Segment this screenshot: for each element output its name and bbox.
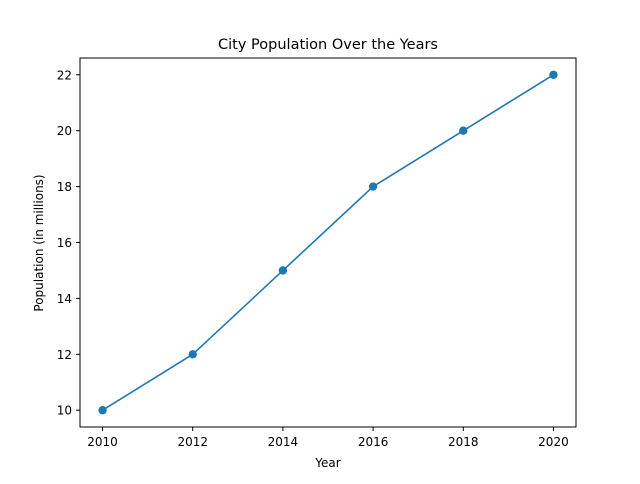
chart-title: City Population Over the Years xyxy=(218,37,438,53)
data-point xyxy=(368,182,378,191)
x-tick-label: 2016 xyxy=(358,435,389,449)
y-tick-label: 22 xyxy=(57,68,72,82)
x-tick-label: 2020 xyxy=(538,435,569,449)
y-tick-label: 10 xyxy=(57,404,72,418)
y-tick-label: 14 xyxy=(57,292,72,306)
y-tick-label: 12 xyxy=(57,348,72,362)
x-tick-label: 2018 xyxy=(448,435,479,449)
data-point xyxy=(549,70,558,79)
data-point xyxy=(278,266,288,275)
y-tick-label: 16 xyxy=(57,236,72,250)
data-point xyxy=(459,126,468,135)
y-tick-label: 20 xyxy=(57,124,72,138)
series-line xyxy=(101,73,555,412)
x-tick-label: 2014 xyxy=(268,435,299,449)
data-point xyxy=(98,406,107,415)
x-tick-label: 2010 xyxy=(87,435,118,449)
x-axis-label: Year xyxy=(314,456,340,470)
y-tick-label: 18 xyxy=(57,180,72,194)
x-tick-label: 2012 xyxy=(177,435,208,449)
data-point xyxy=(188,350,197,359)
y-axis-label: Population (in millions) xyxy=(32,174,46,311)
plot-area: 2010 2012 2014 2016 2018 2020 10 12 14 16 18 20 22 xyxy=(57,57,577,449)
